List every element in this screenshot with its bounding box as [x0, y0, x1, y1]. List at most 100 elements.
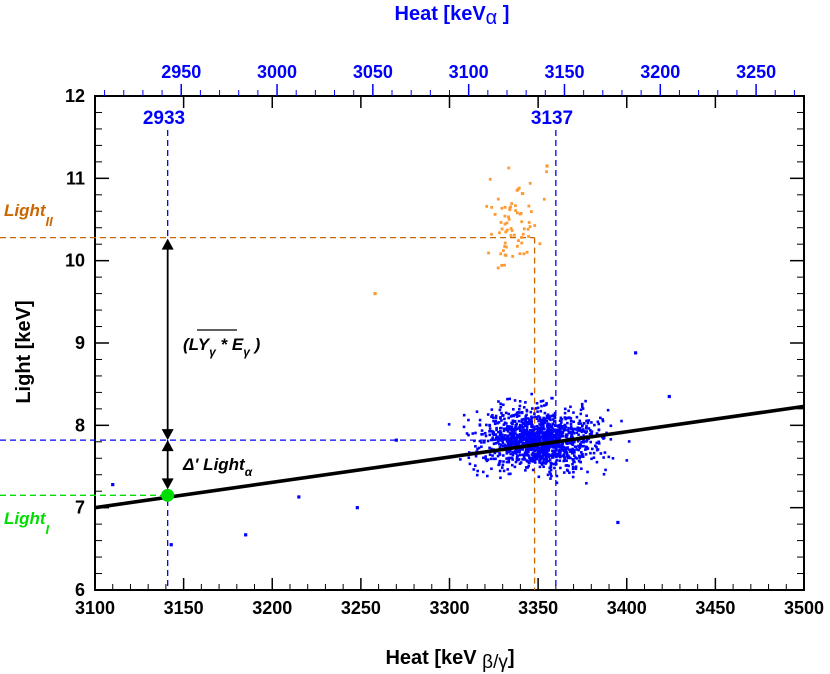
- blue-data-point: [508, 428, 512, 431]
- blue-data-point: [502, 460, 505, 463]
- blue-data-point: [492, 442, 496, 446]
- blue-data-point: [549, 444, 553, 448]
- blue-data-point: [579, 444, 582, 447]
- blue-data-point: [552, 446, 556, 449]
- blue-data-point: [578, 419, 582, 423]
- blue-data-point: [527, 442, 530, 445]
- blue-data-point: [580, 467, 583, 471]
- blue-data-point: [544, 403, 548, 407]
- blue-data-point: [520, 424, 524, 428]
- blue-data-point: [447, 423, 451, 426]
- blue-data-point: [498, 446, 502, 449]
- blue-data-point: [550, 424, 554, 428]
- blue-outlier-point: [616, 520, 620, 525]
- x2-tick-label: 3200: [640, 62, 680, 82]
- blue-data-point: [531, 440, 535, 443]
- blue-data-point: [516, 433, 520, 437]
- blue-data-point: [536, 410, 539, 413]
- blue-data-point: [563, 457, 567, 461]
- orange-data-point: [522, 227, 526, 231]
- blue-data-point: [502, 454, 505, 457]
- blue-data-point: [556, 453, 560, 456]
- blue-data-point: [533, 449, 537, 453]
- orange-data-point: [500, 206, 504, 210]
- blue-data-point: [517, 443, 520, 446]
- blue-data-point: [597, 428, 601, 432]
- blue-data-point: [517, 414, 521, 418]
- blue-data-point: [604, 468, 607, 472]
- blue-data-point: [577, 448, 580, 452]
- blue-data-point: [488, 429, 491, 433]
- blue-data-point: [499, 426, 502, 430]
- blue-data-point: [531, 424, 534, 427]
- x-tick-label: 3300: [429, 598, 469, 618]
- orange-data-point: [503, 222, 507, 226]
- blue-data-point: [530, 416, 534, 420]
- y-axis-label: Light [keV]: [13, 300, 35, 403]
- blue-data-point: [491, 413, 494, 417]
- blue-data-point: [522, 443, 526, 446]
- blue-data-point: [568, 416, 571, 419]
- blue-outlier-point: [297, 495, 301, 499]
- blue-data-point: [500, 466, 504, 469]
- blue-data-point: [505, 422, 508, 425]
- blue-data-point: [561, 431, 564, 434]
- blue-data-point: [524, 469, 527, 472]
- blue-data-point: [550, 474, 553, 478]
- orange-data-point: [507, 215, 510, 219]
- blue-data-point: [537, 436, 540, 439]
- blue-data-point: [459, 458, 462, 461]
- blue-data-point: [516, 454, 519, 458]
- blue-data-point: [574, 456, 577, 459]
- orange-data-point: [487, 251, 490, 255]
- blue-data-point: [569, 422, 573, 426]
- orange-data-point: [511, 254, 515, 258]
- blue-data-point: [529, 422, 532, 425]
- orange-data-point: [545, 170, 548, 174]
- blue-data-point: [494, 419, 498, 423]
- blue-data-point: [531, 468, 535, 472]
- blue-data-point: [549, 468, 553, 472]
- blue-data-point: [575, 415, 579, 419]
- blue-data-point: [565, 452, 569, 456]
- blue-data-point: [502, 414, 505, 417]
- blue-data-point: [535, 424, 539, 428]
- blue-data-point: [561, 425, 564, 428]
- blue-data-point: [547, 453, 551, 456]
- orange-data-point: [500, 227, 504, 231]
- blue-data-point: [517, 458, 521, 461]
- blue-data-point: [536, 406, 540, 410]
- blue-data-point: [555, 458, 559, 462]
- blue-data-point: [547, 444, 551, 448]
- blue-data-point: [572, 420, 575, 424]
- orange-data-point: [503, 214, 507, 218]
- blue-data-point: [489, 438, 493, 442]
- blue-data-point: [546, 431, 550, 434]
- blue-data-point: [473, 464, 477, 467]
- blue-data-point: [522, 432, 526, 435]
- blue-data-point: [498, 408, 502, 412]
- orange-data-point: [510, 202, 514, 205]
- blue-data-point: [472, 468, 476, 471]
- blue-data-point: [510, 436, 513, 440]
- blue-data-point: [467, 456, 471, 460]
- blue-data-point: [538, 453, 541, 456]
- blue-data-point: [563, 407, 567, 411]
- blue-data-point: [567, 456, 570, 459]
- blue-data-point: [557, 428, 561, 432]
- blue-data-point: [521, 458, 524, 461]
- blue-data-point: [577, 422, 581, 425]
- blue-data-point: [555, 455, 558, 459]
- blue-data-point: [510, 422, 514, 425]
- orange-data-point: [498, 231, 501, 235]
- blue-data-point: [542, 433, 545, 437]
- blue-data-point: [513, 426, 517, 430]
- blue-data-point: [526, 423, 530, 426]
- blue-data-point: [572, 470, 575, 474]
- x-tick-label: 3450: [695, 598, 735, 618]
- blue-data-point: [535, 437, 539, 440]
- blue-data-point: [486, 458, 490, 462]
- green-light-i-point: [161, 488, 175, 502]
- blue-data-point: [514, 460, 518, 464]
- blue-data-point: [518, 449, 521, 453]
